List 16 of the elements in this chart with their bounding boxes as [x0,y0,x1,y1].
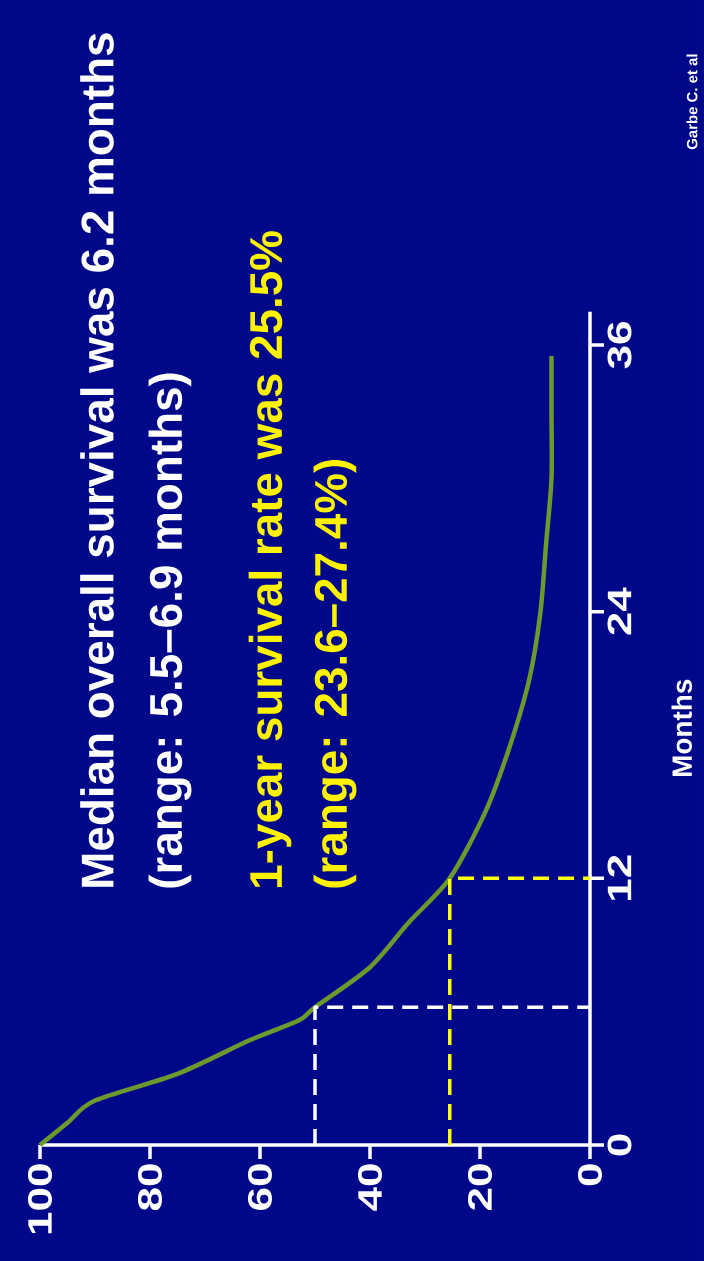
x-tick-label: 100 [28,1164,52,1234]
y-tick-label: 36 [607,322,632,369]
annotation: (range: 23.6–27.4%) [313,459,357,888]
annotation: 1-year survival rate was 25.5% [248,231,292,887]
annotation: Median overall survival was 6.2 months [80,33,114,887]
y-tick-label: 0 [607,1134,632,1156]
x-tick-label: 60 [248,1164,272,1210]
x-tick-label: 40 [358,1164,382,1211]
x-tick-label: 80 [138,1164,162,1211]
text: Garbe C. et al [686,54,698,150]
x-tick-label: 20 [468,1164,492,1210]
y-axis-title: Months [671,679,692,777]
x-tick-label: 0 [578,1164,602,1186]
y-tick-label: 24 [607,587,632,635]
y-tick-label: 12 [607,855,632,901]
annotation: (range: 5.5–6.9 months) [148,373,192,888]
